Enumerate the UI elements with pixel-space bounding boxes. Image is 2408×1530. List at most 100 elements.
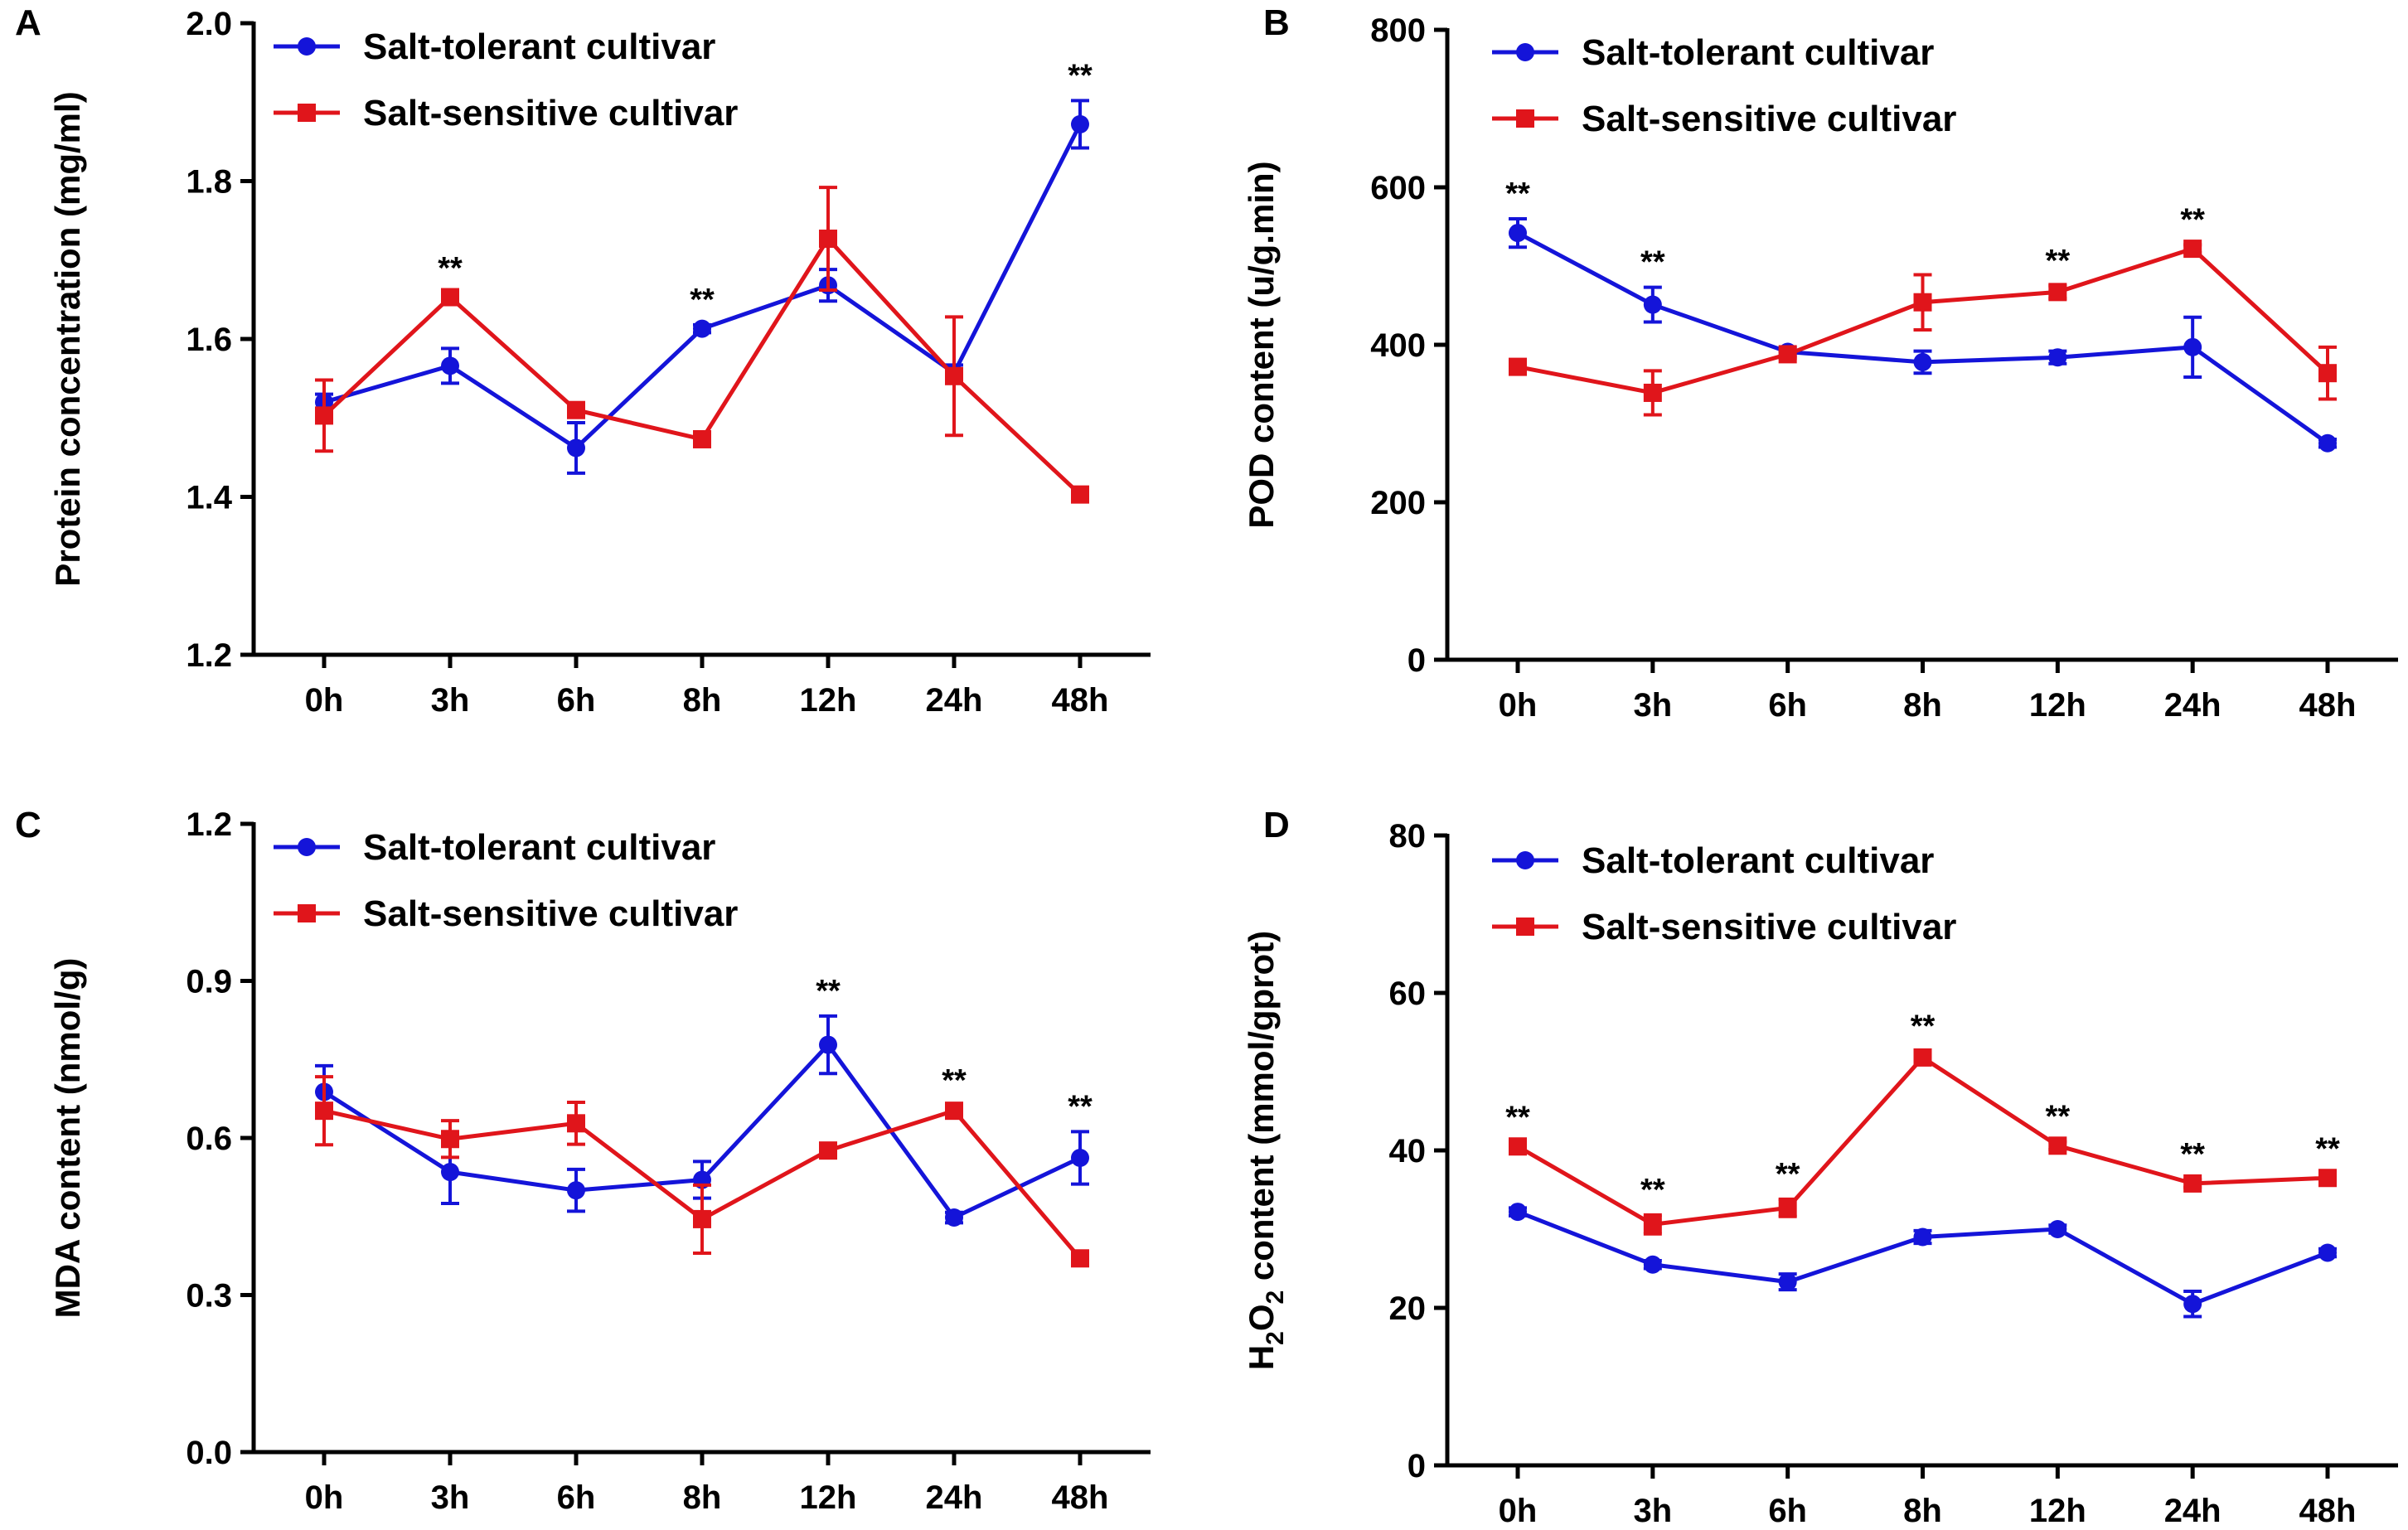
data-point-sensitive: [1509, 1137, 1527, 1156]
significance-marker: **: [1068, 58, 1093, 93]
x-tick-label: 6h: [1768, 687, 1807, 724]
y-tick-label: 400: [1370, 327, 1426, 364]
data-point-sensitive: [1913, 293, 1932, 312]
series-line-tolerant: [1516, 230, 2329, 445]
data-point-tolerant: [2318, 433, 2337, 453]
legend-label-tolerant: Salt-tolerant cultivar: [363, 27, 715, 67]
panel-letter: B: [1263, 2, 1290, 43]
data-point-tolerant: [1071, 114, 1089, 133]
y-axis-title: H2O2 content (mmol/gprot): [1242, 931, 1289, 1370]
legend-label-sensitive: Salt-sensitive cultivar: [1582, 99, 1956, 139]
data-point-sensitive: [1778, 1198, 1797, 1218]
x-tick-label: 0h: [1499, 687, 1538, 724]
data-point-tolerant: [567, 438, 585, 458]
legend-label-tolerant: Salt-tolerant cultivar: [363, 827, 715, 868]
legend-marker-sensitive: [1516, 109, 1534, 128]
panel-b: B 0 200 400 600 800 0h 3h 6h 8h 12h 24h 48h POD conte…: [1242, 2, 2398, 724]
y-axis-title: POD content (u/g.min): [1242, 161, 1281, 528]
data-point-tolerant: [2183, 337, 2202, 356]
data-point-sensitive: [1778, 345, 1797, 364]
data-point-tolerant: [1778, 1272, 1797, 1291]
y-tick-label: 0.6: [186, 1121, 232, 1157]
y-tick-label: 1.2: [186, 806, 232, 843]
x-tick-label: 6h: [557, 682, 596, 719]
legend-marker-tolerant: [1516, 851, 1534, 869]
significance-marker: **: [1911, 1009, 1936, 1043]
data-point-tolerant: [2183, 1295, 2202, 1314]
y-tick-label: 0: [1407, 642, 1426, 679]
y-tick-label: 60: [1389, 976, 1427, 1012]
data-point-sensitive: [2048, 283, 2067, 302]
data-point-tolerant: [2048, 348, 2067, 367]
data-point-sensitive: [2183, 1174, 2202, 1193]
data-point-tolerant: [1509, 224, 1527, 243]
y-tick-label: 80: [1389, 818, 1427, 855]
data-point-tolerant: [1509, 1203, 1527, 1222]
significance-marker: **: [2046, 244, 2071, 278]
data-point-tolerant: [945, 1208, 963, 1227]
x-tick-label: 0h: [1499, 1493, 1538, 1529]
data-point-tolerant: [2318, 1243, 2337, 1262]
y-axis-title-part: content (mmol/gprot): [1242, 931, 1281, 1290]
y-axis-title: MDA content (nmol/g): [48, 958, 87, 1319]
data-point-sensitive: [945, 1102, 963, 1121]
data-point-sensitive: [945, 366, 963, 385]
y-tick-label: 1.2: [186, 637, 232, 674]
data-point-sensitive: [819, 230, 837, 249]
y-tick-label: 600: [1370, 170, 1426, 206]
data-point-tolerant: [693, 319, 711, 338]
significance-marker: **: [2180, 202, 2205, 237]
data-point-tolerant: [441, 1163, 459, 1182]
data-point-sensitive: [1913, 1048, 1932, 1067]
y-tick-label: 40: [1389, 1133, 1427, 1169]
data-point-tolerant: [1071, 1149, 1089, 1168]
significance-marker: **: [1640, 1173, 1665, 1208]
significance-marker: **: [816, 974, 841, 1009]
y-tick-label: 0.9: [186, 964, 232, 1000]
x-tick-label: 12h: [800, 1479, 857, 1516]
legend-label-tolerant: Salt-tolerant cultivar: [1582, 840, 1934, 881]
data-point-sensitive: [441, 288, 459, 307]
y-tick-label: 0.0: [186, 1435, 232, 1471]
y-tick-label: 1.6: [186, 322, 232, 358]
significance-marker: **: [1776, 1157, 1800, 1192]
data-point-sensitive: [567, 400, 585, 419]
legend-label-tolerant: Salt-tolerant cultivar: [1582, 32, 1934, 73]
significance-marker: **: [690, 283, 715, 317]
x-tick-label: 6h: [1768, 1493, 1807, 1529]
significance-marker: **: [2046, 1100, 2071, 1135]
data-point-sensitive: [1643, 383, 1662, 402]
panel-letter: D: [1263, 805, 1290, 845]
data-point-sensitive: [693, 429, 711, 448]
x-tick-label: 48h: [2299, 687, 2357, 724]
significance-marker: **: [2180, 1137, 2205, 1172]
x-tick-label: 6h: [557, 1479, 596, 1516]
legend: Salt-tolerant cultivar Salt-sensitive cul…: [274, 827, 738, 934]
data-point-tolerant: [1643, 1255, 1662, 1274]
panel-a: A 1.2 1.4 1.6 1.8 2.0 0h 3h 6h 8h 12h 24h 48h Protein…: [15, 2, 1151, 719]
legend-marker-tolerant: [1516, 43, 1534, 61]
y-axis-title: Protein concentration (mg/ml): [48, 91, 87, 586]
data-point-tolerant: [567, 1181, 585, 1200]
x-tick-label: 3h: [431, 682, 470, 719]
y-tick-label: 0: [1407, 1448, 1426, 1484]
series-line-sensitive: [1516, 1054, 2328, 1227]
legend: Salt-tolerant cultivar Salt-sensitive cul…: [1492, 32, 1956, 139]
x-tick-label: 3h: [431, 1479, 470, 1516]
data-point-sensitive: [315, 1102, 333, 1121]
legend-label-sensitive: Salt-sensitive cultivar: [1582, 907, 1956, 947]
legend-marker-tolerant: [298, 37, 316, 56]
x-tick-label: 3h: [1633, 1493, 1672, 1529]
data-point-tolerant: [1643, 295, 1662, 314]
data-point-sensitive: [2048, 1136, 2067, 1155]
legend-marker-sensitive: [298, 904, 316, 922]
data-point-tolerant: [441, 356, 459, 375]
x-tick-label: 8h: [683, 682, 722, 719]
data-point-tolerant: [1913, 1227, 1932, 1247]
legend-marker-sensitive: [1516, 918, 1534, 936]
y-axis-title-part: O: [1242, 1304, 1281, 1331]
data-point-sensitive: [315, 406, 333, 425]
data-point-sensitive: [819, 1141, 837, 1160]
